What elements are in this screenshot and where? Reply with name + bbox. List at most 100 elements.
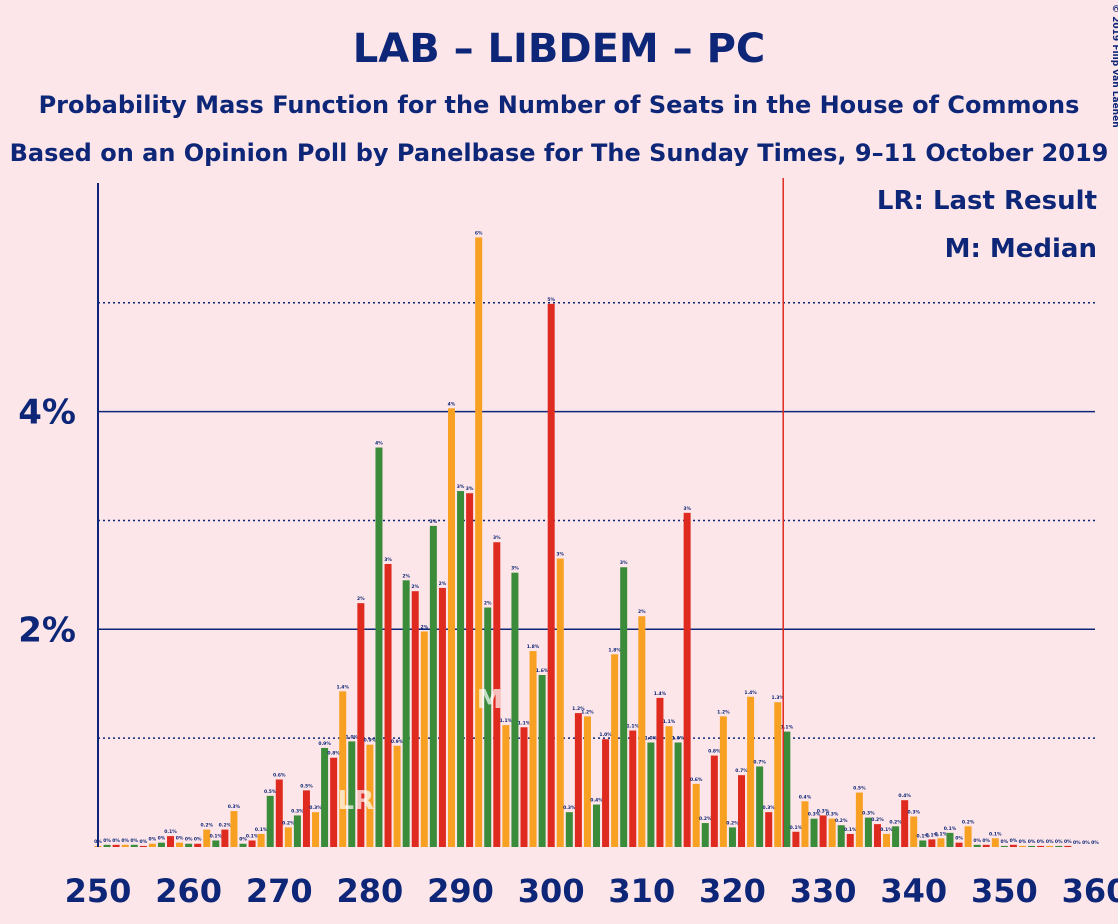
median-marker: M bbox=[477, 685, 503, 715]
x-tick-label: 300 bbox=[518, 872, 585, 910]
bar bbox=[692, 783, 700, 847]
chart-subtitle: Probability Mass Function for the Number… bbox=[39, 91, 1080, 119]
bar bbox=[765, 812, 773, 847]
bar bbox=[366, 744, 374, 847]
value-label: 0% bbox=[1082, 840, 1090, 846]
bar bbox=[964, 826, 972, 847]
bar bbox=[846, 833, 854, 847]
bar bbox=[937, 838, 945, 847]
bar bbox=[438, 587, 446, 847]
value-label: 1.4% bbox=[654, 691, 667, 697]
x-tick-label: 260 bbox=[155, 872, 222, 910]
bar bbox=[411, 591, 419, 847]
bar bbox=[284, 827, 292, 847]
value-label: 0.1% bbox=[246, 833, 259, 839]
bar bbox=[511, 572, 519, 847]
bar bbox=[1037, 845, 1045, 847]
bar bbox=[194, 843, 202, 847]
value-label: 2% bbox=[638, 609, 646, 615]
bar bbox=[620, 567, 628, 847]
value-label: 0% bbox=[1037, 839, 1045, 845]
value-label: 0.6% bbox=[273, 773, 286, 779]
value-label: 1.1% bbox=[781, 725, 794, 731]
value-label: 3% bbox=[556, 552, 564, 558]
value-label: 0.3% bbox=[563, 805, 576, 811]
bar bbox=[556, 558, 564, 847]
value-label: 3% bbox=[457, 484, 465, 490]
value-label: 0.3% bbox=[826, 812, 839, 818]
bar bbox=[302, 790, 310, 847]
bar bbox=[257, 833, 265, 847]
value-label: 0.2% bbox=[962, 819, 975, 825]
value-label: 3% bbox=[511, 566, 519, 572]
bar bbox=[167, 836, 175, 847]
bar bbox=[973, 844, 981, 847]
bar bbox=[991, 838, 999, 847]
value-label: 0.1% bbox=[926, 832, 939, 838]
x-tick-label: 320 bbox=[699, 872, 766, 910]
value-label: 0.8% bbox=[708, 749, 721, 755]
value-label: 0.5% bbox=[264, 789, 277, 795]
value-label: 0% bbox=[239, 837, 247, 843]
value-label: 0% bbox=[1073, 840, 1081, 846]
bar bbox=[1064, 845, 1072, 847]
value-label: 0% bbox=[1055, 839, 1063, 845]
x-tick-label: 360 bbox=[1062, 872, 1118, 910]
bar bbox=[801, 801, 809, 847]
bar bbox=[1018, 845, 1026, 847]
bar bbox=[738, 775, 746, 847]
value-label: 1.8% bbox=[527, 644, 540, 650]
bar bbox=[910, 816, 918, 847]
bar bbox=[701, 823, 709, 847]
bar bbox=[384, 563, 392, 847]
value-label: 0.4% bbox=[898, 793, 911, 799]
bar bbox=[457, 491, 465, 847]
value-label: 0.2% bbox=[282, 820, 295, 826]
value-label: 0% bbox=[982, 838, 990, 844]
bar bbox=[828, 818, 836, 847]
bar bbox=[565, 812, 573, 847]
bar bbox=[203, 829, 211, 847]
bar bbox=[547, 303, 555, 847]
last-result-marker: LR bbox=[337, 786, 374, 816]
x-tick-label: 340 bbox=[880, 872, 947, 910]
value-label: 0.6% bbox=[690, 777, 703, 783]
value-label: 0% bbox=[103, 838, 111, 844]
value-label: 0% bbox=[130, 838, 138, 844]
bar bbox=[892, 826, 900, 847]
bar bbox=[710, 755, 718, 847]
bar bbox=[1055, 845, 1063, 847]
value-label: 3% bbox=[493, 535, 501, 541]
value-label: 3% bbox=[620, 560, 628, 566]
value-label: 1.4% bbox=[744, 690, 757, 696]
chart-title: LAB – LIBDEM – PC bbox=[353, 26, 766, 72]
value-label: 0.4% bbox=[799, 794, 812, 800]
copyright: © 2019 Filip van Laenen bbox=[1110, 4, 1118, 128]
value-label: 2% bbox=[420, 624, 428, 630]
bar bbox=[901, 800, 909, 847]
bar bbox=[402, 580, 410, 847]
x-tick-label: 350 bbox=[971, 872, 1038, 910]
bar bbox=[747, 696, 755, 847]
bar bbox=[629, 730, 637, 847]
value-label: 0.5% bbox=[853, 786, 866, 792]
y-tick-label: 2% bbox=[18, 610, 76, 650]
chart-subtitle: Based on an Opinion Poll by Panelbase fo… bbox=[10, 139, 1109, 167]
bar bbox=[864, 817, 872, 847]
value-label: 0.3% bbox=[762, 805, 775, 811]
value-label: 5% bbox=[547, 297, 555, 303]
value-label: 0% bbox=[1019, 839, 1027, 845]
value-label: 0.9% bbox=[364, 738, 377, 744]
bar bbox=[148, 843, 156, 847]
value-label: 0.1% bbox=[790, 825, 803, 831]
value-label: 0.1% bbox=[880, 827, 893, 833]
bar bbox=[919, 840, 927, 847]
value-label: 1.1% bbox=[663, 719, 676, 725]
bar bbox=[728, 827, 736, 847]
bar bbox=[130, 844, 138, 847]
value-label: 1.1% bbox=[627, 724, 640, 730]
bar bbox=[484, 607, 492, 847]
value-label: 3% bbox=[430, 519, 438, 525]
value-label: 1.2% bbox=[572, 706, 585, 712]
value-label: 0.7% bbox=[735, 768, 748, 774]
